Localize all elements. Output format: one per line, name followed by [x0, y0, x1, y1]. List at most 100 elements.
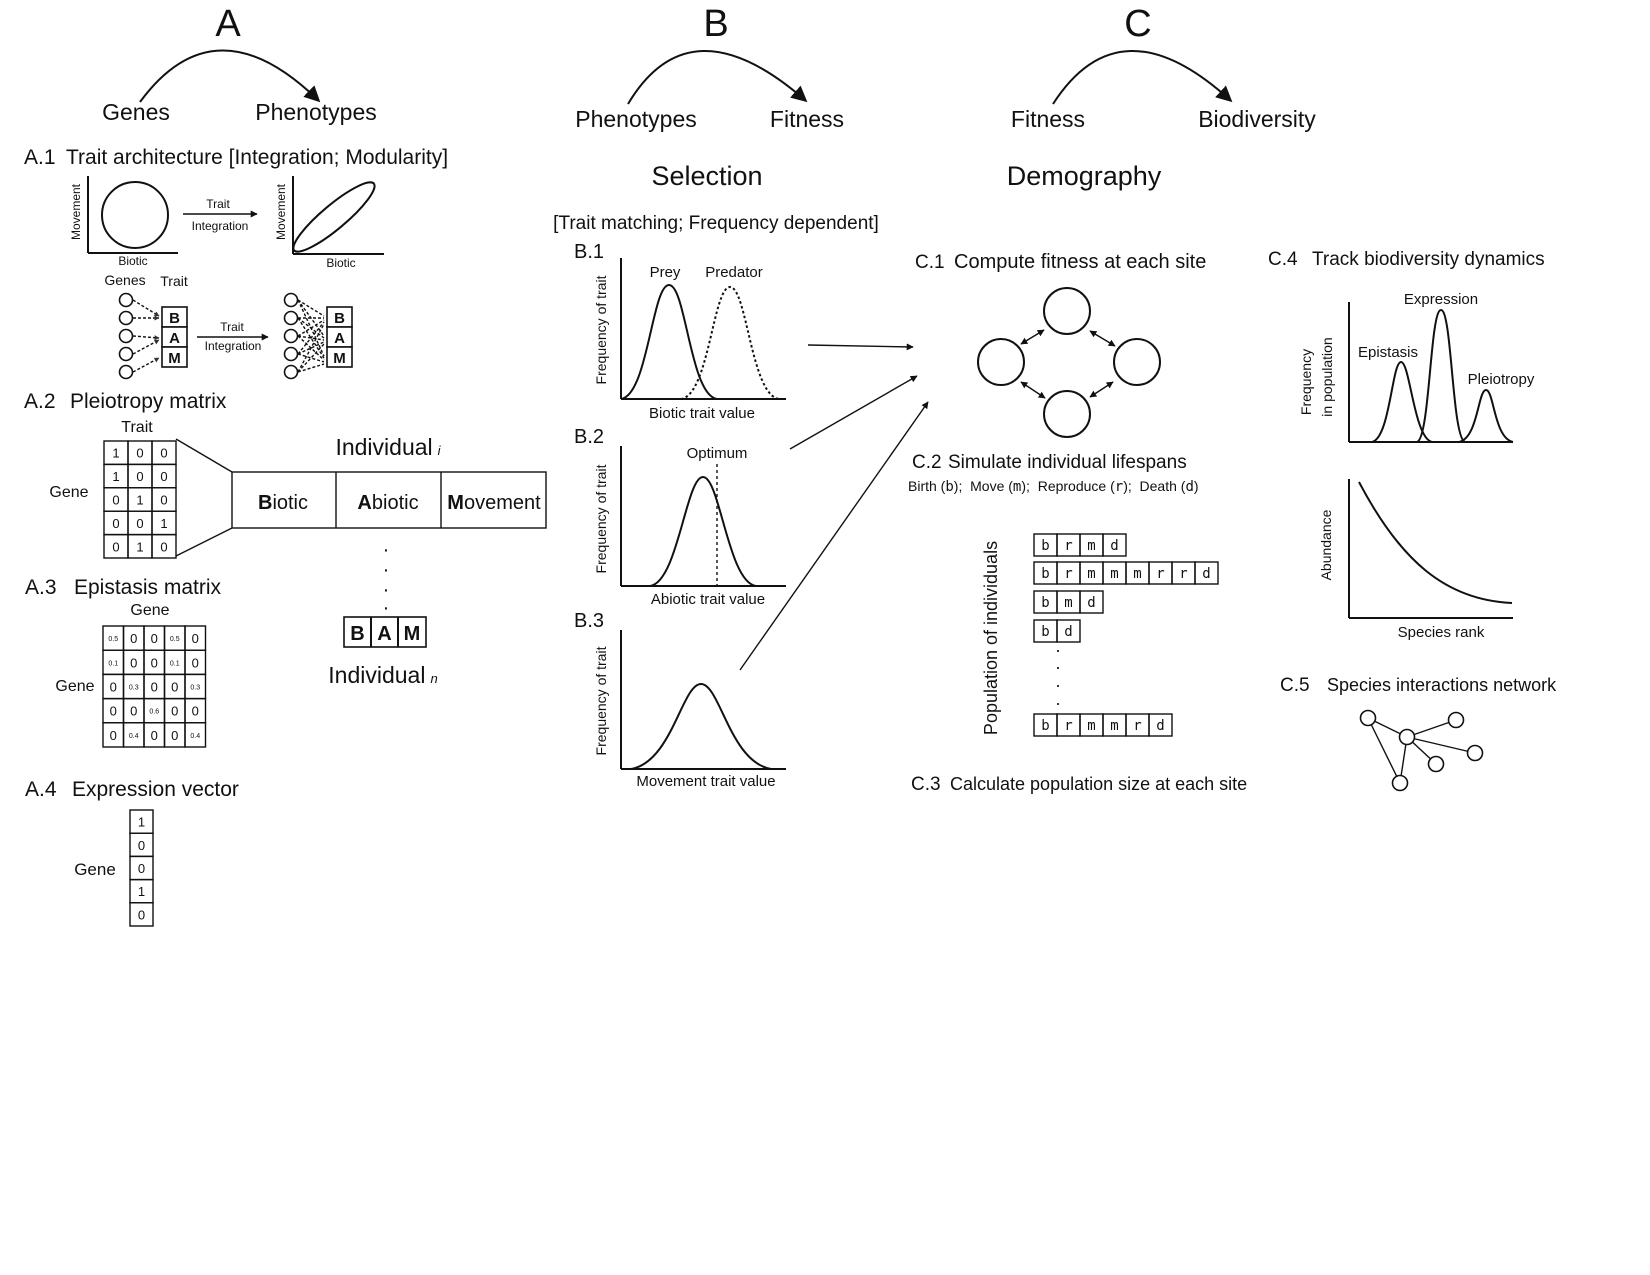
bam-a: A	[377, 623, 391, 645]
a1-plot2-ylabel: Movement	[274, 183, 288, 240]
species-node	[1391, 774, 1409, 792]
dot: ·	[1055, 693, 1061, 713]
a1-gene-node	[118, 328, 134, 344]
matrix-value: 0	[151, 728, 158, 743]
panel-c4-title: Track biodiversity dynamics	[1312, 249, 1545, 270]
matrix-value: 0	[112, 539, 119, 554]
dot: ·	[1055, 675, 1061, 695]
panel-c5-id: C.5	[1280, 675, 1310, 696]
a1-trait-b: B	[169, 310, 180, 327]
a1-trait-m: M	[168, 350, 181, 367]
site-link	[1020, 329, 1045, 345]
site-node	[1043, 390, 1091, 438]
matrix-value: 1	[160, 516, 167, 531]
event-code: b	[1041, 538, 1049, 554]
event-code: m	[1110, 566, 1118, 582]
matrix-value: 0	[112, 516, 119, 531]
event-code: d	[1064, 624, 1072, 640]
expression-vector: 1 0 0 1 0	[129, 809, 154, 927]
matrix-value: 0	[160, 469, 167, 484]
panel-b1-id: B.1	[574, 241, 604, 263]
event-cell	[1194, 561, 1219, 585]
species-node	[1427, 755, 1445, 773]
b1-predator-curve	[680, 285, 780, 400]
a1-gene-node	[283, 328, 299, 344]
matrix-value: 1	[136, 493, 143, 508]
header-a: A Genes Phenotypes	[102, 3, 377, 125]
event-code: b	[1041, 624, 1049, 640]
event-code: m	[1087, 538, 1095, 554]
panel-a2-title: Pleiotropy matrix	[70, 390, 227, 413]
individual-genome-bar: Biotic Abiotic Movement	[231, 471, 547, 529]
event-code: d	[1156, 718, 1164, 734]
b3-ylabel: Frequency of trait	[593, 646, 609, 755]
c4-epistasis-peak	[1371, 360, 1433, 443]
dot: ·	[383, 597, 390, 619]
header-a-from: Genes	[102, 99, 170, 125]
species-node	[1447, 711, 1465, 729]
a1-gene-node	[283, 364, 299, 380]
panel-c2-title: Simulate individual lifespans	[948, 452, 1187, 473]
header-a-letter: A	[215, 3, 241, 45]
c4-pleiotropy-peak	[1458, 388, 1514, 443]
c4-rank-xlabel: Species rank	[1398, 624, 1485, 641]
a2-individual-i: Individual i	[335, 434, 441, 460]
a3-col-label: Gene	[130, 602, 169, 619]
header-a-arrow	[139, 49, 321, 103]
vector-value: 1	[138, 884, 145, 899]
site-link	[1020, 381, 1046, 399]
a1-trait-b: B	[334, 310, 345, 327]
a1-arrow-1-label-1: Trait	[206, 197, 230, 211]
header-a-to: Phenotypes	[255, 99, 376, 125]
header-b: B Phenotypes Fitness Selection [Trait ma…	[553, 3, 879, 234]
a1-gene-node	[118, 310, 134, 326]
lifespan-sequences: b r m db r m m m r r db m db db r m m r d	[1033, 533, 1219, 737]
matrix-value: 0.1	[108, 660, 118, 667]
matrix-value: 0.5	[170, 636, 180, 643]
matrix-value: 0	[130, 704, 137, 719]
a2-vertical-dots: · · · ·	[383, 539, 390, 619]
individual-n-bam: B A M	[343, 616, 427, 648]
panel-b3: B.3 Frequency of trait Movement trait va…	[574, 610, 786, 790]
matrix-value: 1	[112, 446, 119, 461]
panel-c5: C.5 Species interactions network	[1280, 675, 1557, 792]
matrix-value: 0	[192, 704, 199, 719]
arrow-b3-to-c1	[739, 401, 929, 671]
b3-trait-curve	[630, 682, 772, 770]
a1-gene-node	[118, 292, 134, 308]
panel-c5-title: Species interactions network	[1327, 675, 1557, 695]
site-node	[1113, 338, 1161, 386]
panel-c4-id: C.4	[1268, 249, 1298, 270]
a1-arrow-2-label-1: Trait	[220, 320, 244, 334]
a1-arrow-1-label-2: Integration	[192, 219, 249, 233]
matrix-value: 0	[112, 493, 119, 508]
panel-a3: A.3 Epistasis matrix Gene Gene 0.5 0 0 0.5 0…	[25, 576, 222, 748]
a1-trait-label: Trait	[160, 273, 188, 289]
panel-a1-title: Trait architecture [Integration; Modular…	[66, 146, 448, 169]
matrix-cell	[184, 722, 207, 748]
panel-c2-id: C.2	[912, 452, 942, 473]
dot: ·	[383, 579, 390, 601]
arrow-b2-to-c1	[789, 375, 918, 450]
site-node	[1043, 287, 1091, 335]
matrix-value: 0	[130, 631, 137, 646]
panel-c3-id: C.3	[911, 774, 941, 795]
header-c-arrow	[1052, 50, 1233, 105]
a2-row-label: Gene	[49, 484, 88, 501]
a1-network-right: B A M	[283, 292, 353, 380]
panel-a3-title: Epistasis matrix	[74, 576, 222, 599]
event-code: d	[1110, 538, 1118, 554]
a2-col-label: Trait	[121, 419, 153, 436]
dot: ·	[383, 539, 390, 561]
b2-optimum-label: Optimum	[687, 445, 748, 462]
panel-a2: A.2 Pleiotropy matrix Trait Gene 1 0 01 0 00…	[24, 390, 547, 688]
c4-ylabel-2: in population	[1319, 337, 1335, 416]
a1-trait-m: M	[333, 350, 346, 367]
a3-row-label: Gene	[55, 678, 94, 695]
matrix-value: 0	[151, 631, 158, 646]
a4-row-label: Gene	[74, 860, 116, 879]
matrix-value: 0	[136, 469, 143, 484]
event-code: r	[1064, 718, 1072, 734]
bam-b: B	[350, 623, 364, 645]
